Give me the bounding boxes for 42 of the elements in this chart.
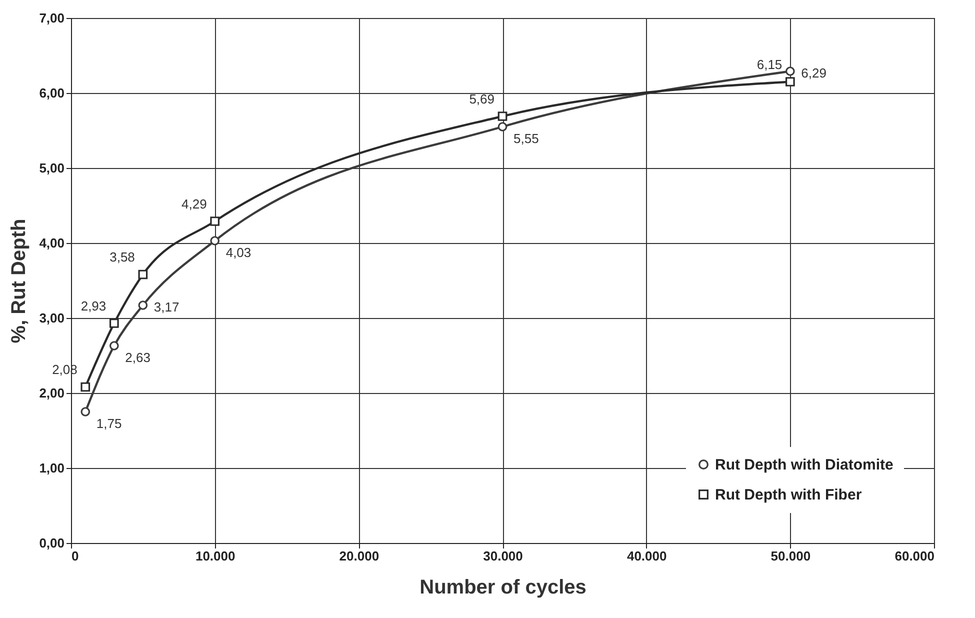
x-tick-label: 0 — [72, 548, 79, 564]
x-tick-label: 10.000 — [195, 548, 236, 564]
point — [138, 300, 148, 310]
data-label: 3,58 — [110, 250, 135, 264]
x-tick-label: 40.000 — [626, 548, 667, 564]
data-label: 6,29 — [801, 65, 826, 80]
data-label: 6,15 — [756, 56, 782, 72]
data-label: 2,93 — [80, 298, 106, 314]
data-label: 5,69 — [469, 91, 494, 106]
point — [109, 318, 119, 328]
data-label: 1,75 — [96, 416, 122, 431]
x-tick-label: 60.000 — [894, 548, 934, 564]
point — [498, 112, 508, 121]
x-tick-label: 50.000 — [770, 548, 811, 564]
y-tick-label: 7,00 — [39, 10, 64, 26]
point — [138, 270, 148, 280]
y-tick-label: 6,00 — [39, 86, 64, 100]
point — [498, 122, 508, 132]
y-tick-label: 0,00 — [39, 536, 64, 550]
point — [80, 382, 90, 392]
y-tick-label: 4,00 — [39, 236, 64, 250]
legend-label: Rut Depth with Diatomite — [715, 456, 894, 474]
point — [210, 216, 220, 226]
y-tick-label: 5,00 — [39, 160, 64, 176]
point — [80, 407, 90, 416]
data-label: 4,03 — [226, 244, 252, 260]
point — [785, 77, 795, 86]
y-tick-label: 1,00 — [39, 460, 64, 476]
point — [109, 341, 119, 350]
y-tick-label: 2,00 — [39, 386, 64, 400]
data-label: 4,29 — [182, 196, 207, 212]
data-label: 3,17 — [154, 299, 180, 314]
y-axis-title: %, Rut Depth — [8, 218, 30, 344]
y-tick-label: 3,00 — [39, 310, 64, 326]
point — [210, 236, 220, 246]
x-tick-label: 20.000 — [339, 548, 380, 564]
data-label: 5,55 — [514, 130, 539, 146]
point — [785, 66, 795, 76]
data-label: 2,63 — [125, 350, 150, 365]
x-tick-label: 30.000 — [483, 548, 523, 564]
legend-label: Rut Depth with Fiber — [715, 486, 862, 504]
x-axis-title: Number of cycles — [420, 576, 586, 598]
